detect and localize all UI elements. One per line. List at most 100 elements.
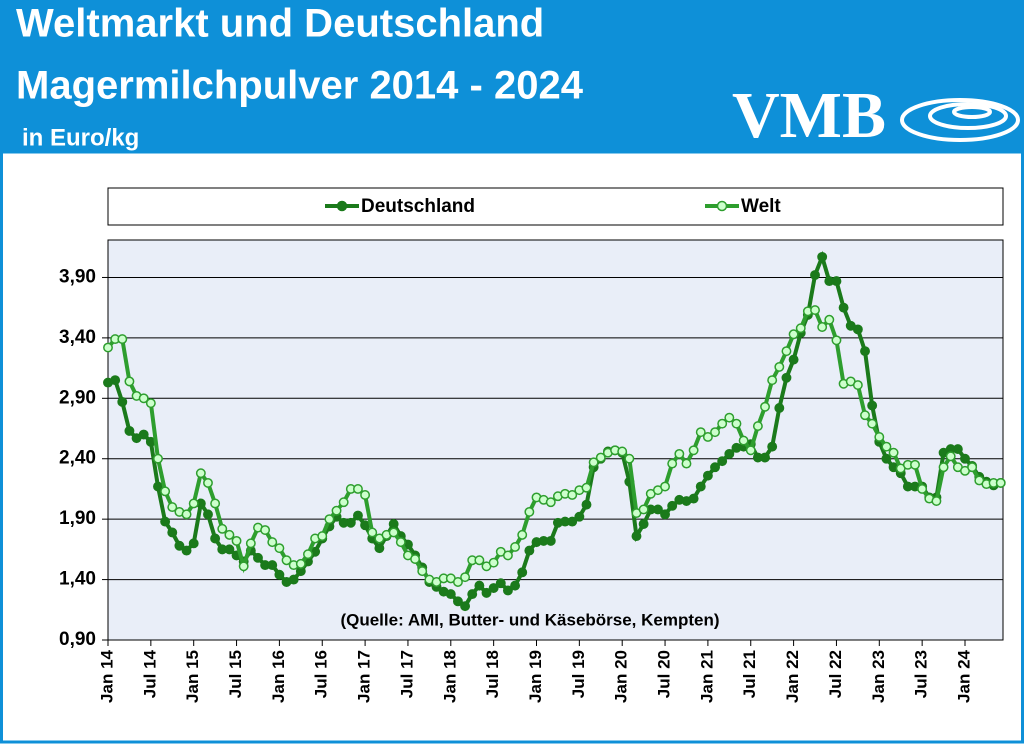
data-point [960, 453, 970, 464]
data-point [281, 555, 292, 566]
data-point [788, 354, 799, 365]
data-point [167, 502, 178, 513]
data-point [874, 432, 885, 442]
data-point [581, 499, 592, 510]
data-point [331, 505, 342, 516]
subtitle: in Euro/kg [22, 124, 139, 151]
x-tick-label: Jan 24 [954, 649, 973, 702]
data-point [374, 543, 385, 554]
data-point [124, 425, 135, 436]
data-point [781, 346, 792, 357]
legend-marker [336, 200, 348, 212]
data-point [210, 533, 221, 544]
data-point [502, 550, 513, 561]
data-point [688, 493, 699, 504]
data-point [660, 509, 670, 520]
data-point [731, 418, 742, 429]
data-point [345, 517, 356, 528]
logo: VMB [732, 79, 886, 152]
data-point [838, 302, 849, 313]
data-point [160, 486, 171, 497]
data-point [888, 447, 899, 458]
data-point [224, 544, 235, 555]
data-point [324, 514, 335, 525]
data-point [831, 335, 842, 346]
data-point [110, 375, 121, 386]
data-point [881, 453, 892, 464]
data-point [695, 427, 706, 438]
x-tick-label: Jul 20 [655, 650, 674, 698]
data-point [652, 504, 663, 515]
data-point [867, 400, 878, 411]
data-point [917, 483, 928, 494]
x-tick-label: Jul 18 [483, 650, 502, 698]
data-point [760, 401, 770, 412]
data-point [767, 375, 778, 386]
data-point [217, 523, 228, 534]
x-tick-label: Jul 14 [140, 649, 159, 698]
data-point [774, 403, 785, 413]
data-point [852, 324, 863, 335]
data-point [181, 545, 192, 556]
data-point [481, 587, 492, 598]
data-point [124, 376, 135, 387]
legend-label: Welt [741, 196, 781, 217]
data-point [360, 490, 371, 500]
x-tick-label: Jul 22 [826, 650, 845, 698]
data-point [267, 537, 278, 548]
data-point [224, 529, 235, 540]
data-point [660, 481, 670, 492]
data-point [817, 251, 828, 262]
data-point [545, 497, 556, 508]
data-point [517, 567, 528, 578]
data-point [445, 589, 456, 600]
data-point [153, 453, 163, 464]
data-point [767, 441, 778, 452]
data-point [524, 506, 535, 517]
legend-box [107, 187, 1004, 226]
logo-swirl [900, 98, 1020, 142]
data-point [502, 585, 513, 596]
x-tick-label: Jan 18 [440, 650, 459, 703]
data-point [367, 527, 378, 538]
data-point [467, 589, 478, 600]
annotation: (Quelle: AMI, Butter- und Käsebörse, Kem… [340, 610, 719, 629]
title-line: Magermilchpulver 2014 - 2024 [16, 64, 584, 108]
data-point [195, 468, 206, 479]
data-point [781, 372, 792, 383]
y-tick-label: 3,90 [59, 266, 96, 287]
data-point [395, 537, 406, 548]
legend-marker [716, 200, 728, 212]
data-point [353, 510, 363, 521]
x-tick-label: Jan 16 [269, 650, 288, 703]
title-line: Weltmarkt und Deutschland [16, 2, 544, 46]
data-point [510, 541, 521, 552]
data-point [952, 444, 963, 455]
data-point [495, 578, 506, 589]
y-tick-label: 3,40 [59, 327, 96, 348]
data-point [167, 527, 178, 538]
x-tick-label: Jul 23 [912, 650, 931, 698]
data-point [117, 334, 128, 345]
data-point [460, 572, 471, 583]
data-point [203, 509, 213, 520]
data-point [267, 560, 278, 571]
data-point [174, 540, 185, 551]
data-point [388, 527, 399, 538]
data-point [545, 535, 556, 546]
data-point [303, 549, 313, 560]
data-point [210, 498, 221, 509]
data-point [674, 448, 685, 459]
data-point [517, 529, 528, 540]
data-point [631, 531, 642, 542]
data-point [188, 498, 199, 509]
legend-label: Deutschland [361, 196, 475, 217]
data-point [417, 566, 428, 577]
data-point [717, 456, 728, 467]
x-tick-label: Jul 19 [569, 650, 588, 698]
data-point [138, 393, 149, 404]
data-point [967, 462, 978, 473]
data-point [488, 557, 499, 568]
data-point [524, 545, 535, 556]
data-point [474, 580, 485, 591]
